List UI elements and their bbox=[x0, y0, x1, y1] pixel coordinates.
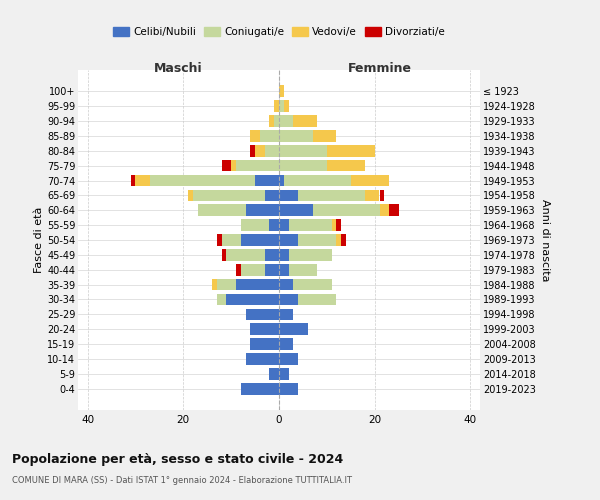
Bar bbox=[337, 220, 341, 231]
Bar bbox=[298, 234, 337, 246]
Bar bbox=[279, 115, 293, 127]
Bar bbox=[265, 249, 279, 260]
Bar bbox=[279, 145, 327, 156]
Bar bbox=[217, 279, 236, 290]
Bar bbox=[250, 324, 279, 335]
Bar bbox=[351, 174, 389, 186]
Bar bbox=[279, 368, 289, 380]
Bar bbox=[245, 204, 279, 216]
Bar bbox=[212, 279, 217, 290]
Bar bbox=[236, 160, 279, 172]
Y-axis label: Fasce di età: Fasce di età bbox=[34, 207, 44, 273]
Bar bbox=[298, 294, 337, 306]
Bar bbox=[279, 249, 289, 260]
Bar bbox=[284, 174, 351, 186]
Bar bbox=[245, 308, 279, 320]
Text: Popolazione per età, sesso e stato civile - 2024: Popolazione per età, sesso e stato civil… bbox=[12, 452, 343, 466]
Text: Femmine: Femmine bbox=[347, 62, 412, 75]
Bar bbox=[217, 234, 221, 246]
Bar bbox=[241, 220, 269, 231]
Bar bbox=[341, 234, 346, 246]
Legend: Celibi/Nubili, Coniugati/e, Vedovi/e, Divorziati/e: Celibi/Nubili, Coniugati/e, Vedovi/e, Di… bbox=[109, 22, 449, 41]
Bar bbox=[188, 190, 193, 201]
Bar bbox=[279, 86, 284, 97]
Text: Maschi: Maschi bbox=[154, 62, 203, 75]
Bar bbox=[279, 190, 298, 201]
Bar bbox=[265, 190, 279, 201]
Bar bbox=[279, 204, 313, 216]
Bar bbox=[337, 234, 341, 246]
Bar bbox=[389, 204, 398, 216]
Bar bbox=[250, 145, 255, 156]
Bar bbox=[265, 264, 279, 276]
Bar bbox=[279, 383, 298, 394]
Bar bbox=[226, 294, 279, 306]
Bar bbox=[279, 294, 298, 306]
Bar bbox=[313, 130, 337, 141]
Bar bbox=[279, 338, 293, 350]
Bar bbox=[193, 190, 265, 201]
Bar bbox=[250, 338, 279, 350]
Bar bbox=[221, 234, 241, 246]
Bar bbox=[279, 130, 313, 141]
Bar bbox=[279, 174, 284, 186]
Bar bbox=[380, 204, 389, 216]
Bar bbox=[236, 279, 279, 290]
Bar bbox=[221, 249, 226, 260]
Bar bbox=[293, 115, 317, 127]
Bar bbox=[197, 204, 245, 216]
Bar bbox=[245, 353, 279, 365]
Bar bbox=[131, 174, 136, 186]
Bar bbox=[265, 145, 279, 156]
Bar bbox=[241, 234, 279, 246]
Bar bbox=[279, 324, 308, 335]
Bar bbox=[380, 190, 384, 201]
Bar bbox=[327, 160, 365, 172]
Bar bbox=[289, 264, 317, 276]
Bar bbox=[255, 174, 279, 186]
Bar bbox=[365, 190, 379, 201]
Bar bbox=[279, 353, 298, 365]
Bar bbox=[332, 220, 337, 231]
Bar bbox=[327, 145, 375, 156]
Bar bbox=[313, 204, 380, 216]
Bar bbox=[274, 115, 279, 127]
Bar bbox=[236, 264, 241, 276]
Bar bbox=[269, 368, 279, 380]
Bar bbox=[284, 100, 289, 112]
Bar bbox=[221, 160, 231, 172]
Bar bbox=[279, 234, 298, 246]
Bar bbox=[289, 249, 332, 260]
Bar bbox=[255, 145, 265, 156]
Bar bbox=[226, 249, 265, 260]
Bar bbox=[250, 130, 260, 141]
Bar bbox=[241, 264, 265, 276]
Bar bbox=[150, 174, 255, 186]
Bar bbox=[279, 160, 327, 172]
Bar bbox=[298, 190, 365, 201]
Bar bbox=[274, 100, 279, 112]
Bar bbox=[241, 383, 279, 394]
Bar bbox=[136, 174, 150, 186]
Bar bbox=[279, 220, 289, 231]
Bar bbox=[289, 220, 332, 231]
Bar bbox=[269, 220, 279, 231]
Bar bbox=[260, 130, 279, 141]
Y-axis label: Anni di nascita: Anni di nascita bbox=[539, 198, 550, 281]
Bar bbox=[279, 100, 284, 112]
Bar bbox=[269, 115, 274, 127]
Bar bbox=[217, 294, 226, 306]
Bar bbox=[279, 264, 289, 276]
Bar bbox=[231, 160, 236, 172]
Bar bbox=[293, 279, 332, 290]
Bar bbox=[279, 279, 293, 290]
Bar bbox=[279, 308, 293, 320]
Text: COMUNE DI MARA (SS) - Dati ISTAT 1° gennaio 2024 - Elaborazione TUTTITALIA.IT: COMUNE DI MARA (SS) - Dati ISTAT 1° genn… bbox=[12, 476, 352, 485]
